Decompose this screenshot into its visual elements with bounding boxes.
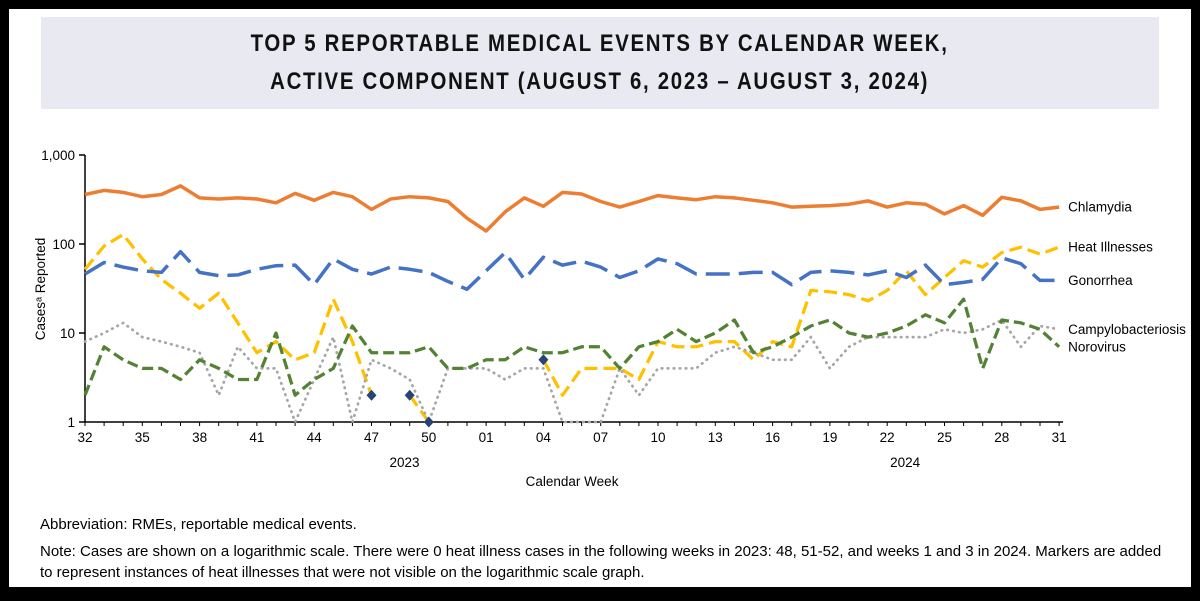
x-axis-title: Calendar Week <box>526 474 619 489</box>
figure-title-line1: TOP 5 REPORTABLE MEDICAL EVENTS BY CALEN… <box>250 30 950 57</box>
series-line-campylobacteriosis <box>83 318 1061 424</box>
heat-illness-marker-week-04 <box>538 354 549 366</box>
x-tick-label: 13 <box>708 430 723 445</box>
x-tick-label: 47 <box>364 430 379 445</box>
y-tick-label: 1,000 <box>41 148 75 163</box>
y-axis-title: Casesᵃ Reported <box>33 238 48 341</box>
series-line-gonorrhea <box>84 249 1060 292</box>
x-tick-label: 25 <box>937 430 952 445</box>
y-tick-label: 1 <box>67 415 75 430</box>
title-banner: TOP 5 REPORTABLE MEDICAL EVENTS BY CALEN… <box>41 17 1159 109</box>
x-tick-label: 01 <box>479 430 494 445</box>
x-tick-label: 19 <box>822 430 837 445</box>
figure-title-line2: ACTIVE COMPONENT (AUGUST 6, 2023 – AUGUS… <box>270 68 930 95</box>
x-tick-label: 10 <box>650 430 665 445</box>
series-line-norovirus <box>83 297 1061 397</box>
heat-illness-marker-week-47 <box>366 389 377 401</box>
x-tick-label: 04 <box>536 430 552 445</box>
series-label-gonorrhea: Gonorrhea <box>1068 273 1133 288</box>
year-label-2024: 2024 <box>890 455 921 470</box>
series-label-campylobacteriosis: Campylobacteriosis <box>1068 322 1186 337</box>
abbreviation-note: Abbreviation: RMEs, reportable medical e… <box>40 516 357 533</box>
x-tick-label: 35 <box>135 430 150 445</box>
series-line-heat-illnesses <box>83 232 1060 423</box>
footnotes: Abbreviation: RMEs, reportable medical e… <box>40 515 1168 583</box>
year-label-2023: 2023 <box>389 455 419 470</box>
x-tick-label: 28 <box>994 430 1009 445</box>
series-label-chlamydia: Chlamydia <box>1068 200 1132 215</box>
y-tick-label: 10 <box>60 326 75 341</box>
series-label-norovirus: Norovirus <box>1068 339 1126 354</box>
series-line-chlamydia <box>84 184 1060 233</box>
x-tick-label: 16 <box>765 430 780 445</box>
x-tick-label: 07 <box>593 430 608 445</box>
log-scale-note: Note: Cases are shown on a logarithmic s… <box>40 543 1162 581</box>
x-tick-label: 41 <box>249 430 264 445</box>
y-tick-label: 100 <box>52 237 75 252</box>
series-label-heat-illnesses: Heat Illnesses <box>1068 240 1153 255</box>
x-tick-label: 31 <box>1052 430 1067 445</box>
x-tick-label: 44 <box>307 430 323 445</box>
x-tick-label: 38 <box>192 430 207 445</box>
chart-area: 1,000 100 10 1 32 35 38 41 44 47 50 01 04 07 10 13 16 19 2… <box>30 139 1190 497</box>
line-chart-svg: 1,000 100 10 132 35 38 41 44 47 50 01 04 07 10 13 16 19 2… <box>33 148 1186 489</box>
x-tick-label: 32 <box>77 430 92 445</box>
x-tick-label: 50 <box>421 430 436 445</box>
heat-illness-marker-week-49 <box>404 389 415 401</box>
heat-illness-marker-week-50 <box>423 416 434 428</box>
x-tick-label: 22 <box>880 430 895 445</box>
